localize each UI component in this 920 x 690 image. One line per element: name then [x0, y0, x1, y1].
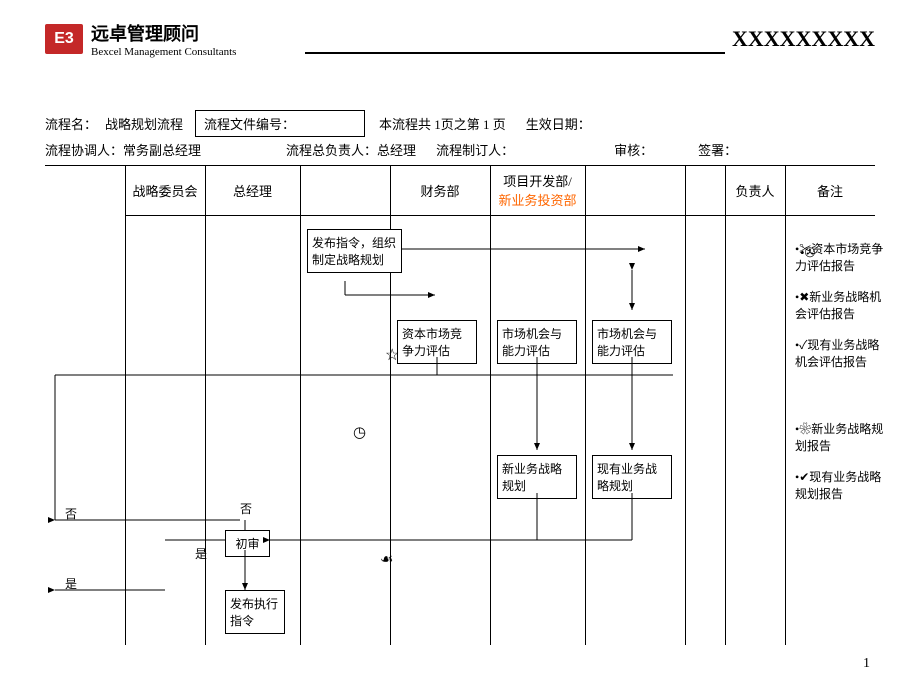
- lane-h2: 总经理: [205, 165, 300, 215]
- logo-cn: 远卓管理顾问: [91, 20, 236, 46]
- glyph-icon: ☙: [380, 550, 393, 569]
- box-market-eval-2: 市场机会与能力评估: [592, 320, 672, 364]
- lane-divider: [785, 165, 786, 645]
- owner: 总经理: [377, 140, 416, 159]
- lane-h5a: 项目开发部/: [503, 171, 572, 190]
- lane-h7: 负责人: [725, 165, 785, 215]
- info-row-2: 流程协调人： 常务副总经理 流程总负责人： 总经理 流程制订人： 审核： 签署：: [45, 140, 875, 166]
- lane-divider: [685, 165, 686, 645]
- sign: 签署：: [698, 140, 737, 159]
- box-market-eval-1: 市场机会与能力评估: [497, 320, 577, 364]
- box-capital-eval: 资本市场竞争力评估: [397, 320, 477, 364]
- box-issue-order: 发布指令，组织制定战略规划: [307, 229, 402, 273]
- label-yes-2: 是: [65, 575, 77, 592]
- note-3: •✓现有业务战略机会评估报告: [795, 336, 885, 370]
- doc-title: XXXXXXXXX: [732, 26, 875, 52]
- lane-divider: [725, 165, 726, 645]
- label-yes-1: 是: [195, 545, 207, 562]
- lane-h4: 财务部: [390, 165, 490, 215]
- doc-no-box: 流程文件编号：: [195, 110, 365, 137]
- owner-label: 流程总负责人：: [286, 140, 377, 159]
- logo-en: Bexcel Management Consultants: [91, 46, 236, 58]
- eff-date: 生效日期：: [526, 114, 591, 133]
- logo: E3 远卓管理顾问 Bexcel Management Consultants: [45, 20, 236, 58]
- note-1: •✂资本市场竞争力评估报告: [795, 240, 885, 274]
- lane-h1: 战略委员会: [125, 165, 205, 215]
- note-5: •✔现有业务战略规划报告: [795, 468, 885, 502]
- info-row-1: 流程名： 战略规划流程 流程文件编号： 本流程共 1页之第 1 页 生效日期：: [45, 110, 875, 137]
- notes-column: •✂资本市场竞争力评估报告 •✖新业务战略机会评估报告 •✓现有业务战略机会评估…: [795, 240, 885, 516]
- coord-label: 流程协调人：: [45, 140, 123, 159]
- author-label: 流程制订人：: [436, 140, 514, 159]
- lane-divider: [205, 165, 206, 645]
- coord: 常务副总经理: [123, 140, 201, 159]
- logo-mark: E3: [45, 24, 83, 54]
- star-icon: ☆: [385, 345, 399, 365]
- review: 审核：: [614, 140, 653, 159]
- proc-name-label: 流程名：: [45, 114, 97, 133]
- lane-header-rule: [125, 215, 875, 216]
- lane-h5b: 新业务投资部: [498, 190, 576, 209]
- note-4: •❀新业务战略规划报告: [795, 420, 885, 454]
- proc-name: 战略规划流程: [105, 114, 183, 133]
- lane-divider: [300, 165, 301, 645]
- box-review: 初审: [225, 530, 270, 557]
- box-new-biz-plan: 新业务战略规划: [497, 455, 577, 499]
- lane-divider: [585, 165, 586, 645]
- lane-h5: 项目开发部/ 新业务投资部: [490, 165, 585, 215]
- flow-arrows: [45, 165, 875, 645]
- label-no-2: 否: [240, 500, 252, 517]
- lane-h8: 备注: [785, 165, 875, 215]
- swimlane-diagram: 战略委员会 总经理 财务部 项目开发部/ 新业务投资部 负责人 备注 发布指令，…: [45, 165, 875, 645]
- label-no-1: 否: [65, 505, 77, 522]
- lane-divider: [125, 165, 126, 645]
- header-rule: [305, 52, 725, 54]
- box-exec-order: 发布执行指令: [225, 590, 285, 634]
- clock-icon: ◷: [353, 423, 366, 442]
- page-number: 1: [863, 656, 870, 672]
- box-exist-biz-plan: 现有业务战略规划: [592, 455, 672, 499]
- note-2: •✖新业务战略机会评估报告: [795, 288, 885, 322]
- page-info: 本流程共 1页之第 1 页: [379, 114, 506, 133]
- lane-divider: [490, 165, 491, 645]
